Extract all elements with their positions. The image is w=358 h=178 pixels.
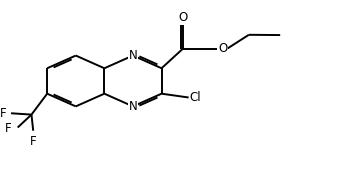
Text: Cl: Cl [189, 91, 201, 104]
Text: O: O [218, 42, 228, 55]
Text: O: O [178, 11, 187, 24]
Text: F: F [30, 135, 37, 148]
Text: F: F [0, 107, 7, 120]
Text: N: N [129, 49, 137, 62]
Text: N: N [129, 100, 137, 113]
Text: F: F [5, 122, 11, 135]
